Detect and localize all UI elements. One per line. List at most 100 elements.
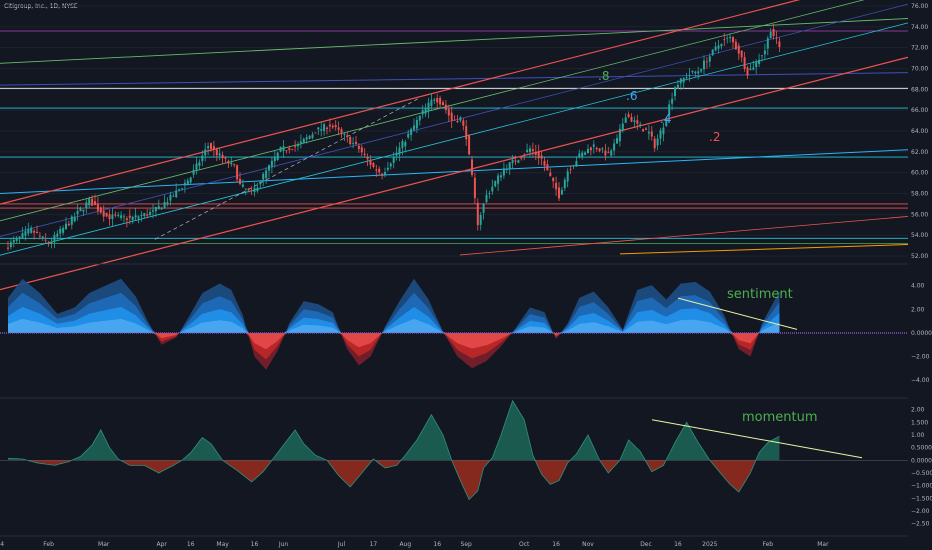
candle-body [204,149,207,156]
candle-body [328,124,331,127]
long-green-trendline [0,18,909,64]
candle-body [218,153,221,156]
candle-body [355,141,357,144]
candle-body [598,148,601,152]
candle-body [297,144,299,147]
candle-body [239,178,241,184]
price-tick-label: 60.00 [911,170,928,177]
candle-body [534,151,537,155]
candle-body [737,45,740,54]
candle-body [401,140,404,148]
candle-body [497,175,500,184]
candle-body [111,214,114,220]
candle-body [326,127,328,129]
time-tick-label: Aug [399,541,411,548]
candle-body [697,71,700,74]
candle-body [38,235,41,237]
candle-body [471,159,473,175]
candle-body [671,98,674,104]
candle-body [88,198,91,206]
candle-body [679,78,682,84]
candle-body [444,104,447,110]
momentum-axis: 2.00 1.500 1.00 0.5000 0.0000 −0.5000 −1.000 −1… [911,407,932,528]
candle-body [421,110,424,115]
candle-body [320,129,323,131]
time-tick-label: 16 [433,541,441,548]
time-tick-label: Feb [43,541,54,548]
candle-body [433,99,436,101]
candle-body [56,233,59,237]
candle-body [247,188,250,190]
candle-body [552,177,555,182]
candle-body [299,141,302,144]
candle-body [529,148,531,153]
price-candles [7,23,781,251]
candle-body [650,131,653,137]
candle-body [36,231,38,234]
candle-body [555,182,558,190]
candle-body [241,184,244,187]
candle-body [285,150,288,152]
candle-body [558,187,560,199]
candle-body [708,56,711,62]
candle-body [9,242,12,248]
candle-body [749,68,752,71]
candle-body [729,36,732,39]
candle-body [349,136,352,145]
candle-body [488,193,491,194]
time-tick-label: Mar [817,541,829,548]
price-tick-label: 54.00 [911,232,928,239]
candle-body [761,55,763,57]
candle-body [465,126,468,140]
candle-body [514,160,517,162]
candle-body [224,157,227,159]
candle-body [70,216,73,225]
candle-body [265,170,268,179]
sentiment-annotation: sentiment [727,287,793,302]
candle-body [447,109,450,116]
candle-body [99,207,102,213]
candle-body [62,227,65,233]
candle-body [134,215,137,218]
candle-body [500,175,502,178]
time-axis[interactable]: 2024 Feb Mar Apr 16 May 16 Jun Jul 17 Aug 16 Sep Oct 1… [0,541,829,548]
candle-body [340,129,343,133]
candle-body [520,157,523,159]
candle-body [334,125,337,128]
candle-body [221,154,224,159]
candle-body [691,70,694,73]
candle-body [346,135,349,137]
candle-body [166,202,169,205]
candle-body [169,194,172,201]
candle-body [543,160,546,166]
candle-body [694,71,697,74]
time-tick-label: 17 [370,541,378,548]
candle-body [375,169,378,171]
candle-body [711,49,714,56]
candle-body [207,145,210,149]
candle-body [256,187,259,192]
candle-body [253,187,256,193]
candle-body [647,131,650,134]
candle-body [482,203,485,213]
sentiment-divergence-line [677,297,798,330]
candle-body [105,212,108,217]
channel-line [0,22,909,256]
candle-body [82,209,85,212]
candle-body [85,202,88,209]
candle-body [33,231,36,233]
time-tick-label: 2025 [702,541,717,548]
momentum-tick-label: 1.00 [911,432,925,439]
channel-line [0,3,909,237]
time-tick-label: Jul [337,541,346,548]
candle-body [459,117,462,121]
candle-body [752,67,755,70]
candle-body [479,214,482,225]
candle-body [131,216,134,221]
candle-body [160,207,163,210]
candle-body [705,61,708,63]
candle-body [549,172,552,177]
candle-body [546,164,549,171]
sentiment-panel [0,278,908,370]
